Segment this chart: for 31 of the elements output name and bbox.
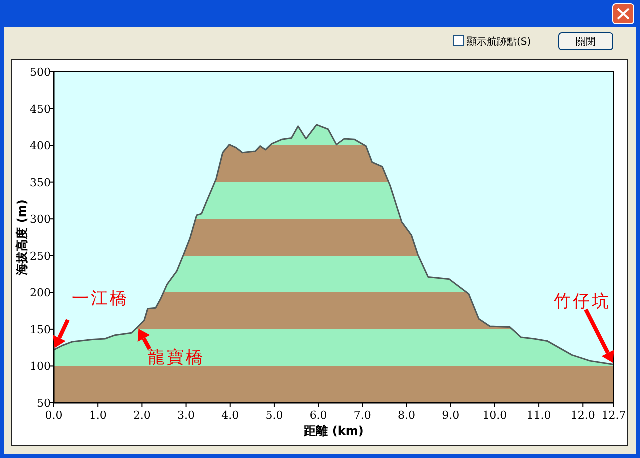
x-tick-label: 8.0 bbox=[398, 409, 416, 422]
y-tick-label: 50 bbox=[37, 397, 51, 410]
x-tick-label: 10.0 bbox=[482, 409, 508, 422]
y-tick-label: 300 bbox=[30, 213, 51, 226]
x-tick-label: 12.0 bbox=[570, 409, 596, 422]
x-tick-label: 6.0 bbox=[310, 409, 328, 422]
y-tick-label: 100 bbox=[30, 360, 51, 374]
x-tick-label: 9.0 bbox=[442, 409, 460, 422]
y-tick-label: 150 bbox=[30, 323, 51, 336]
y-tick-label: 450 bbox=[30, 102, 51, 116]
x-tick-label: 3.0 bbox=[178, 409, 196, 422]
x-tick-label: 0.0 bbox=[45, 409, 63, 422]
y-tick-label: 350 bbox=[30, 176, 51, 190]
y-axis-title: 海拔高度 (m) bbox=[15, 200, 29, 276]
y-tick-label: 200 bbox=[30, 286, 51, 300]
annotation: 龍寶橋 bbox=[148, 348, 205, 368]
y-tick-label: 400 bbox=[30, 140, 51, 153]
y-tick-label: 500 bbox=[30, 66, 51, 79]
x-tick-label: 7.0 bbox=[354, 409, 372, 422]
x-tick-label: 1.0 bbox=[89, 409, 107, 422]
annotation: 竹仔坑 bbox=[554, 292, 611, 312]
x-tick-label: 12.7 bbox=[602, 409, 626, 422]
x-tick-label: 11.0 bbox=[526, 409, 552, 422]
x-tick-label: 5.0 bbox=[266, 409, 284, 422]
text: 關閉 bbox=[576, 37, 596, 48]
text: 顯示航跡點(S) bbox=[467, 36, 532, 48]
y-tick-label: 250 bbox=[30, 250, 51, 263]
x-tick-label: 4.0 bbox=[222, 409, 240, 422]
annotation: 一江橋 bbox=[72, 289, 129, 310]
x-tick-label: 2.0 bbox=[133, 409, 151, 422]
x-axis-title: 距離 (km) bbox=[303, 424, 364, 438]
